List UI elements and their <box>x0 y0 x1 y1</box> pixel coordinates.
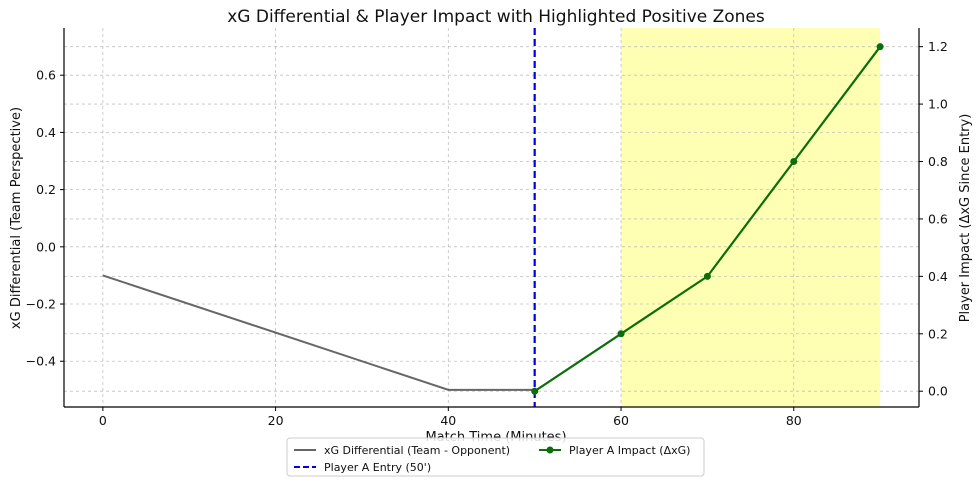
series-line-xg-differential <box>102 274 535 391</box>
data-point-player-impact <box>531 387 539 395</box>
y-right-tick-label: 0.4 <box>928 269 948 284</box>
y-axis-right-label: Player Impact (ΔxG Since Entry) <box>958 114 973 323</box>
y-right-tick-label: 0.2 <box>928 326 948 341</box>
x-tick-label: 0 <box>99 413 107 428</box>
legend-box <box>286 437 705 477</box>
x-tick-label: 80 <box>786 413 802 428</box>
grid-layer <box>64 28 919 407</box>
y-left-tick-label: 0.6 <box>36 68 56 83</box>
y-left-tick-label: 0.4 <box>36 125 56 140</box>
y-right-tick-label: 0.6 <box>928 211 948 226</box>
data-point-player-impact <box>790 158 798 166</box>
y-right-tick-label: 0.8 <box>928 154 948 169</box>
data-point-player-impact <box>703 272 711 280</box>
x-tick-label: 40 <box>440 413 456 428</box>
legend-marker-player-impact <box>546 446 554 454</box>
series-layer <box>102 28 884 407</box>
legend-label-player-entry: Player A Entry (50') <box>324 461 431 474</box>
axes-layer: 0 20 40 60 80 −0.4 −0.2 0.0 0.2 0.4 0.6 0.0 0.2 0.4 0.… <box>26 28 948 428</box>
y-right-tick-label: 1.2 <box>928 39 948 54</box>
x-tick-label: 20 <box>268 413 284 428</box>
y-right-tick-label: 1.0 <box>928 97 948 112</box>
x-tick-label: 60 <box>613 413 629 428</box>
y-left-tick-label: −0.4 <box>26 354 56 369</box>
y-right-tick-label: 0.0 <box>928 384 948 399</box>
y-axis-left-label: xG Differential (Team Perspective) <box>9 107 24 329</box>
y-left-tick-label: 0.0 <box>36 239 56 254</box>
legend-label-player-impact: Player A Impact (ΔxG) <box>569 444 690 457</box>
y-left-tick-label: 0.2 <box>36 182 56 197</box>
data-point-player-impact <box>617 330 625 338</box>
chart-title: xG Differential & Player Impact with Hig… <box>227 7 765 27</box>
legend: xG Differential (Team - Opponent) Player… <box>286 437 705 477</box>
legend-label-xg-differential: xG Differential (Team - Opponent) <box>324 444 510 457</box>
data-point-player-impact <box>876 43 884 51</box>
y-left-tick-label: −0.2 <box>26 297 56 312</box>
